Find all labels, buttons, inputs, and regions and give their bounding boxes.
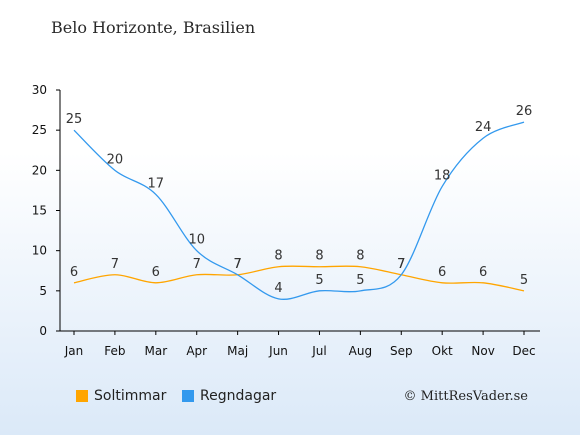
data-label-regndagar: 26	[516, 104, 533, 119]
series-line-soltimmar	[73, 265, 525, 292]
data-label-regndagar: 20	[107, 152, 124, 167]
data-label-soltimmar: 6	[479, 265, 487, 280]
data-label-regndagar: 24	[475, 120, 492, 135]
data-label-soltimmar: 7	[233, 257, 241, 272]
watermark: © MittResVader.se	[403, 389, 528, 404]
x-tick-label: Jun	[268, 344, 288, 358]
data-label-regndagar: 5	[315, 273, 323, 288]
x-tick-label: Jul	[311, 344, 326, 358]
legend-label-regndagar: Regndagar	[200, 388, 277, 404]
data-label-regndagar: 4	[274, 281, 282, 296]
y-tick-label: 30	[32, 83, 47, 97]
x-tick-label: Nov	[471, 344, 494, 358]
legend-item-soltimmar: Soltimmar	[76, 388, 166, 404]
chart-title: Belo Horizonte, Brasilien	[51, 18, 256, 37]
data-label-soltimmar: 8	[356, 249, 364, 264]
y-tick-label: 0	[39, 324, 47, 338]
x-tick-label: Sep	[390, 344, 413, 358]
data-label-soltimmar: 7	[397, 257, 405, 272]
x-tick-label: Mar	[144, 344, 167, 358]
x-tick-label: Dec	[512, 344, 535, 358]
data-label-regndagar: 7	[233, 257, 241, 272]
data-label-regndagar: 5	[356, 273, 364, 288]
series-line-regndagar	[73, 121, 525, 300]
data-label-soltimmar: 7	[111, 257, 119, 272]
data-label-regndagar: 18	[434, 168, 451, 183]
x-tick-label: Aug	[349, 344, 372, 358]
data-label-regndagar: 25	[66, 112, 83, 127]
y-tick-label: 20	[32, 163, 47, 177]
x-tick-label: Feb	[104, 344, 125, 358]
data-label-soltimmar: 6	[152, 265, 160, 280]
data-label-regndagar: 10	[188, 233, 205, 248]
data-label-soltimmar: 6	[70, 265, 78, 280]
legend-label-soltimmar: Soltimmar	[94, 388, 167, 404]
data-label-soltimmar: 8	[315, 249, 323, 264]
legend-swatch-soltimmar	[76, 390, 88, 402]
data-label-soltimmar: 6	[438, 265, 446, 280]
y-tick-label: 10	[32, 244, 47, 258]
data-label-soltimmar: 7	[193, 257, 201, 272]
legend-swatch-regndagar	[182, 390, 194, 402]
data-label-soltimmar: 5	[520, 273, 528, 288]
y-tick-label: 5	[39, 284, 47, 298]
x-tick-label: Jan	[64, 344, 84, 358]
data-label-regndagar: 7	[397, 257, 405, 272]
x-tick-label: Okt	[432, 344, 453, 358]
y-tick-label: 15	[32, 204, 47, 218]
data-label-soltimmar: 8	[274, 249, 282, 264]
y-tick-label: 25	[32, 123, 47, 137]
legend-item-regndagar: Regndagar	[182, 388, 276, 404]
data-label-regndagar: 17	[148, 176, 165, 191]
x-tick-label: Maj	[227, 344, 248, 358]
x-tick-label: Apr	[186, 344, 207, 358]
